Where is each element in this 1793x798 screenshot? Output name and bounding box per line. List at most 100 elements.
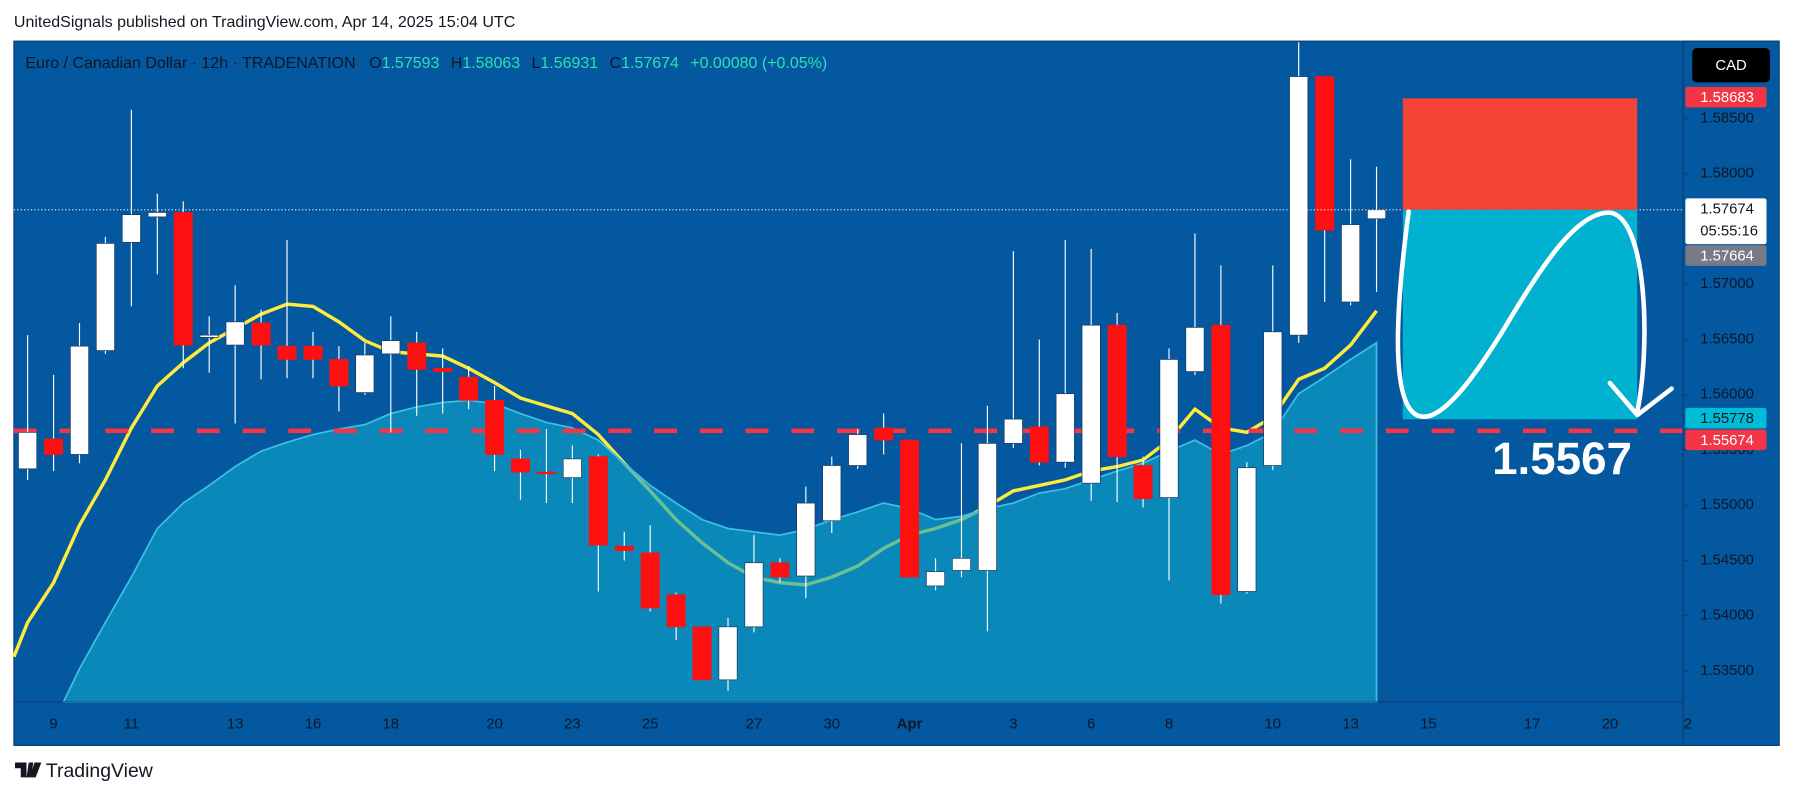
candle-body bbox=[1211, 324, 1231, 596]
candle-body bbox=[225, 321, 245, 346]
x-tick-label: 25 bbox=[642, 717, 659, 733]
x-tick-label: 15 bbox=[1420, 717, 1437, 733]
candle-body bbox=[70, 345, 89, 455]
candle-body bbox=[1081, 324, 1101, 484]
candle-body bbox=[977, 443, 997, 571]
candle-body bbox=[1315, 76, 1335, 231]
candle-body bbox=[147, 212, 167, 218]
x-tick-label: 23 bbox=[564, 717, 581, 733]
x-tick-label: 6 bbox=[1087, 717, 1095, 733]
candle-body bbox=[1003, 418, 1023, 444]
candle-body bbox=[1107, 324, 1127, 458]
logo-mark bbox=[15, 762, 42, 778]
y-tick-label: 1.58500 bbox=[1700, 110, 1754, 126]
candle-body bbox=[1341, 224, 1361, 303]
legend: Euro / Canadian Dollar · 12h · TRADENATI… bbox=[25, 55, 827, 72]
price-tag bbox=[1685, 245, 1767, 266]
candle-body bbox=[692, 626, 712, 681]
candle-body bbox=[562, 458, 582, 479]
candle-body bbox=[433, 367, 453, 372]
candle-body bbox=[1237, 467, 1257, 592]
candle-body bbox=[640, 552, 660, 609]
candle-body bbox=[718, 626, 738, 681]
y-tick-label: 1.53500 bbox=[1700, 663, 1754, 679]
candle-body bbox=[666, 594, 686, 628]
currency-label[interactable]: CAD bbox=[1715, 58, 1747, 74]
x-tick-label: 13 bbox=[227, 717, 244, 733]
ohlc-label: O bbox=[369, 55, 381, 72]
candle-body bbox=[199, 334, 219, 338]
candle-body bbox=[1133, 465, 1153, 499]
candle-body bbox=[926, 571, 946, 587]
candle-body bbox=[744, 562, 764, 628]
candle-body bbox=[355, 354, 375, 393]
target-zone bbox=[1402, 209, 1638, 420]
y-tick-label: 1.54500 bbox=[1700, 552, 1754, 568]
x-tick-label: 20 bbox=[1602, 717, 1619, 733]
axes: 1.585001.580001.575001.570001.565001.560… bbox=[49, 86, 1767, 733]
price-tag-label: 1.57664 bbox=[1700, 249, 1754, 265]
candle-body bbox=[121, 214, 141, 243]
currency-button[interactable] bbox=[1692, 48, 1770, 83]
x-tick-label: 8 bbox=[1165, 717, 1173, 733]
candle-body bbox=[251, 322, 271, 346]
ohlc-value: 1.56931 bbox=[540, 55, 598, 72]
candle-body bbox=[95, 243, 115, 351]
candle-body bbox=[303, 345, 323, 360]
y-tick-label: 1.55000 bbox=[1700, 497, 1754, 513]
candle-body bbox=[407, 342, 427, 370]
plot-area: 1.5567 bbox=[12, 42, 1684, 703]
candle-body bbox=[511, 458, 530, 473]
x-tick-label: 17 bbox=[1524, 717, 1541, 733]
publish-header: UnitedSignals published on TradingView.c… bbox=[14, 14, 515, 31]
candle-body bbox=[173, 212, 193, 346]
candle-body bbox=[951, 557, 971, 571]
candle-body bbox=[796, 502, 816, 577]
ohlc-value: 1.58063 bbox=[462, 55, 520, 72]
candle-body bbox=[848, 434, 868, 466]
candle-body bbox=[1185, 327, 1205, 372]
candle-body bbox=[485, 399, 505, 455]
candle-body bbox=[536, 471, 556, 475]
price-tag-label: 1.57674 bbox=[1700, 202, 1754, 218]
y-tick-label: 1.56000 bbox=[1700, 387, 1754, 403]
ohlc-label: H bbox=[451, 55, 463, 72]
candle-body bbox=[1159, 359, 1179, 498]
candle-body bbox=[18, 432, 38, 470]
candle-body bbox=[588, 456, 608, 546]
ohlc-value: 1.57593 bbox=[382, 55, 440, 72]
y-tick-label: 1.57000 bbox=[1700, 276, 1754, 292]
ohlc-value: 1.57674 bbox=[621, 55, 679, 72]
price-tag-label: 1.58683 bbox=[1700, 90, 1754, 106]
drawn-curve bbox=[1395, 209, 1647, 419]
candle-body bbox=[900, 439, 920, 578]
price-tag-label: 1.55778 bbox=[1700, 411, 1754, 427]
logo-text: TradingView bbox=[46, 760, 154, 782]
x-tick-label: 9 bbox=[49, 717, 57, 733]
candle-body bbox=[329, 359, 349, 387]
x-tick-label: 3 bbox=[1009, 717, 1017, 733]
tradingview-logo: TradingView bbox=[15, 760, 154, 782]
candle-body bbox=[770, 562, 790, 578]
candle-body bbox=[874, 427, 894, 441]
x-tick-label: Apr bbox=[897, 717, 923, 733]
candle-body bbox=[277, 345, 297, 360]
price-tag bbox=[1685, 407, 1767, 429]
y-tick-label: 1.54000 bbox=[1700, 608, 1754, 624]
price-tag-label: 1.55674 bbox=[1700, 433, 1754, 449]
candle-body bbox=[1263, 331, 1283, 466]
y-tick-label: 1.56500 bbox=[1700, 331, 1754, 347]
x-tick-label: 18 bbox=[383, 717, 400, 733]
candle-body bbox=[1367, 209, 1387, 220]
candle-body bbox=[1055, 393, 1075, 463]
candle-body bbox=[381, 340, 401, 355]
price-tag bbox=[1685, 429, 1767, 451]
x-tick-label: 10 bbox=[1265, 717, 1282, 733]
candle-body bbox=[1029, 426, 1049, 463]
candle-body bbox=[1289, 76, 1309, 336]
x-tick-label: 20 bbox=[486, 717, 503, 733]
x-tick-label: 11 bbox=[124, 717, 139, 733]
x-tick-label: 27 bbox=[746, 717, 763, 733]
symbol: Euro / Canadian Dollar · 12h · TRADENATI… bbox=[25, 55, 355, 72]
